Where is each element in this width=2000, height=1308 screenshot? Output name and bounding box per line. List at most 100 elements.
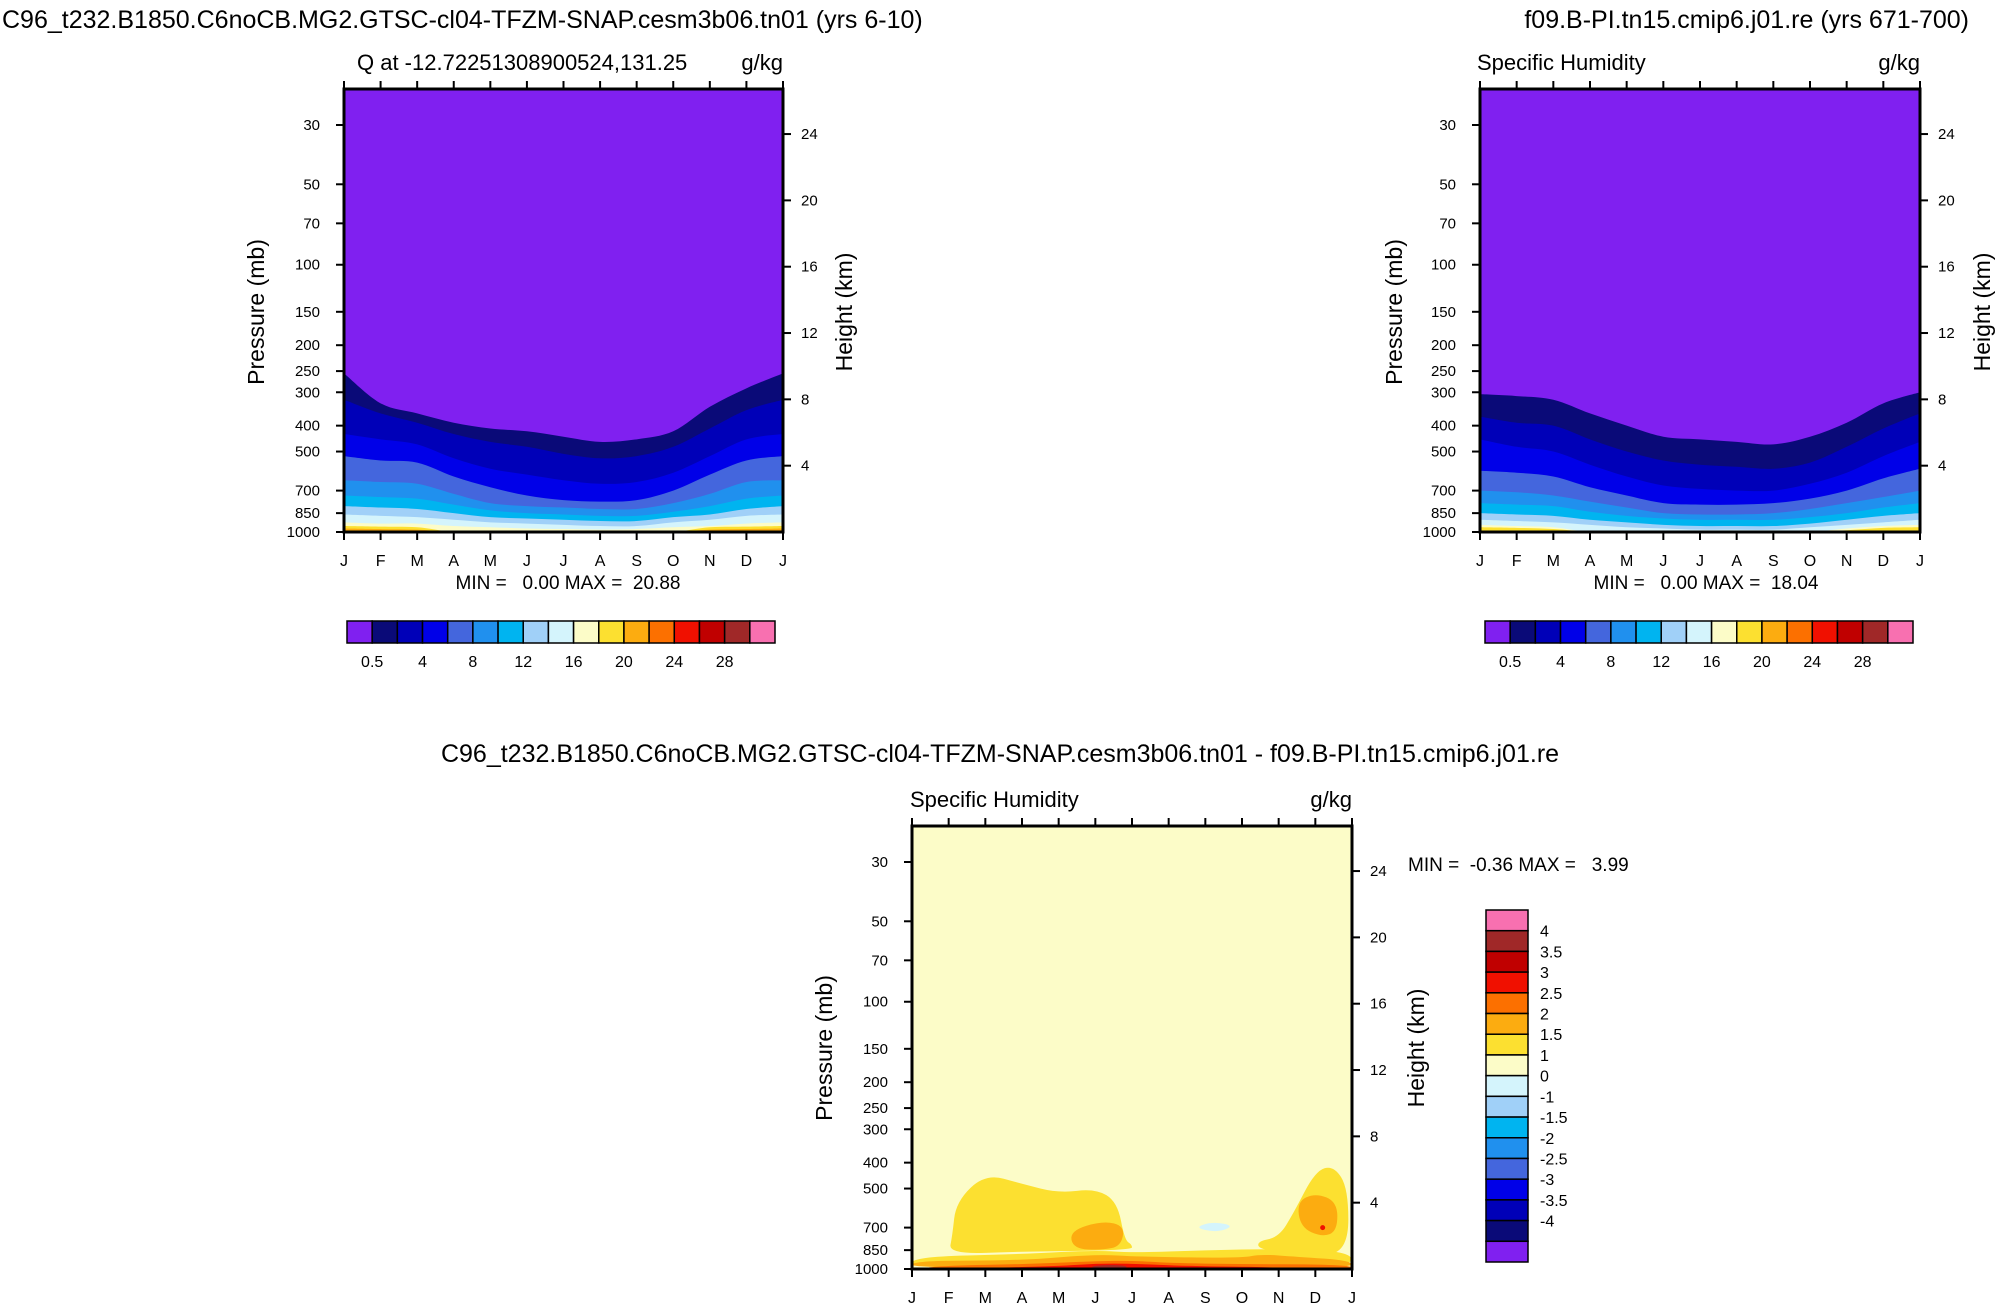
- y2-tick-label: 12: [801, 325, 818, 342]
- colorbar-box: [1485, 1074, 1529, 1098]
- colorbar-box: [598, 620, 625, 644]
- y2-axis-label: Height (km): [1403, 989, 1429, 1108]
- colorbar-box: [1485, 1033, 1529, 1056]
- y-tick-label: 150: [1431, 304, 1456, 321]
- contour-fills: [912, 826, 1352, 1269]
- y2-tick-label: 24: [1370, 863, 1387, 880]
- colorbar-box: [1887, 620, 1914, 644]
- x-tick-label: A: [595, 553, 606, 570]
- colorbar-box: [396, 620, 424, 644]
- x-tick-label: M: [484, 553, 497, 570]
- y-tick-label: 200: [863, 1074, 888, 1091]
- x-tick-label: J: [779, 553, 787, 570]
- colorbar-box: [623, 620, 650, 644]
- y-tick-label: 1000: [287, 524, 320, 541]
- panel-title: Specific Humidity: [910, 787, 1079, 812]
- x-tick-label: D: [1878, 553, 1890, 570]
- colorbar-box: [1484, 620, 1511, 644]
- colorbar-box: [1485, 1054, 1529, 1077]
- chart-panel-difference: J F M A M J J A S O N D J305070100150200250300400500…: [811, 787, 1629, 1307]
- colorbar-box: [1485, 1137, 1529, 1160]
- x-tick-label: J: [1128, 1290, 1136, 1307]
- units-label: g/kg: [741, 50, 783, 75]
- x-tick-label: O: [667, 553, 679, 570]
- colorbar-box: [1685, 620, 1713, 644]
- chart-panel-control-q: J F M A M J J A S O N D J 30 50 70 100 150 200 250 300 400 500…: [1381, 50, 1995, 671]
- colorbar-box: [749, 620, 776, 644]
- colorbar-label: 0: [1540, 1069, 1549, 1086]
- colorbar-label: 0.5: [361, 654, 383, 671]
- colorbar-box: [446, 620, 474, 644]
- colorbar-box: [1485, 1199, 1529, 1222]
- min-max-stats: MIN = 0.00 MAX = 18.04: [1594, 573, 1819, 594]
- y2-tick-label: 20: [1370, 929, 1387, 946]
- y-tick-label: 50: [303, 176, 320, 193]
- y2-tick-label: 8: [1938, 391, 1946, 408]
- y-tick-label: 850: [295, 505, 320, 522]
- colorbar-box: [1584, 620, 1612, 644]
- x-tick-label: J: [1348, 1290, 1356, 1307]
- y-tick-label: 850: [1431, 505, 1456, 522]
- y-axis-label: Pressure (mb): [811, 975, 837, 1121]
- x-tick-label: O: [1804, 553, 1816, 570]
- colorbar-label: 20: [1753, 654, 1771, 671]
- panel-title: Q at -12.72251308900524,131.25: [357, 50, 687, 75]
- y2-tick-label: 24: [801, 126, 818, 143]
- x-tick-label: S: [1768, 553, 1779, 570]
- y-tick-label: 30: [303, 117, 320, 134]
- colorbar-box: [1635, 620, 1662, 644]
- contour-band-9: [344, 522, 783, 532]
- y-tick-label: 100: [863, 994, 888, 1011]
- x-tick-label: J: [1916, 553, 1924, 570]
- y2-axis-label: Height (km): [831, 253, 857, 372]
- chart-panel-model-q: J F M A M J J A S O N D J 30 50 70 100 150 200 250 300 400 500…: [243, 50, 857, 671]
- colorbar-box: [1485, 1240, 1529, 1263]
- panel-title: Specific Humidity: [1477, 50, 1646, 75]
- colorbar: 4 3.5 3 2.5 2 1.5 1 0 -1 -1.5 -2 -2.5 -3 -3.5 -4: [1485, 909, 1568, 1263]
- contour-band-2.5-to-3: [1320, 1225, 1326, 1231]
- colorbar-label: 28: [716, 654, 734, 671]
- axis-ticks: J F M A M J J A S O N D J 30 50 70 100 150 200 250 300 400 500…: [287, 81, 818, 570]
- y2-tick-label: 8: [1370, 1128, 1378, 1145]
- colorbar-label: 2: [1540, 1007, 1549, 1024]
- y2-tick-label: 4: [1370, 1195, 1378, 1212]
- y-tick-label: 1000: [855, 1261, 888, 1278]
- colorbar-box: [547, 620, 575, 644]
- y-tick-label: 300: [863, 1121, 888, 1138]
- contour-band-1.5-to-2: [1071, 1222, 1124, 1250]
- colorbar-box: [1736, 620, 1763, 644]
- colorbar-box: [572, 620, 600, 644]
- y2-tick-label: 8: [801, 391, 809, 408]
- colorbar-label: 2.5: [1540, 986, 1562, 1003]
- top-left-title: C96_t232.B1850.C6noCB.MG2.GTSC-cl04-TFZM…: [2, 6, 923, 34]
- y-tick-label: 50: [871, 913, 888, 930]
- x-tick-label: D: [1310, 1290, 1322, 1307]
- colorbar-box: [698, 620, 726, 644]
- colorbar-box: [1485, 950, 1529, 973]
- x-tick-label: J: [1476, 553, 1484, 570]
- min-max-stats: MIN = -0.36 MAX = 3.99: [1408, 855, 1629, 876]
- colorbar-box: [497, 620, 524, 644]
- colorbar-box: [1485, 909, 1529, 932]
- colorbar-box: [1485, 992, 1529, 1015]
- units-label: g/kg: [1310, 787, 1352, 812]
- axis-ticks: J F M A M J J A S O N D J 30 50 70 100 150 200 250 300 400 500…: [855, 818, 1387, 1307]
- colorbar-box: [1836, 620, 1864, 644]
- colorbar-box: [1534, 620, 1562, 644]
- x-tick-label: M: [979, 1290, 992, 1307]
- colorbar-box: [1861, 620, 1889, 644]
- colorbar-box: [1610, 620, 1637, 644]
- x-tick-label: O: [1236, 1290, 1248, 1307]
- y2-tick-label: 4: [1938, 458, 1946, 475]
- colorbar-label: 8: [1606, 654, 1615, 671]
- colorbar-label: 24: [665, 654, 683, 671]
- colorbar: 0.5 4 8 12 16 20 24 28: [346, 620, 776, 671]
- y-tick-label: 70: [303, 215, 320, 232]
- colorbar-box: [1485, 1157, 1529, 1180]
- y-tick-label: 250: [863, 1100, 888, 1117]
- colorbar-box: [1485, 1095, 1529, 1118]
- x-tick-label: J: [908, 1290, 916, 1307]
- y-tick-label: 700: [863, 1220, 888, 1237]
- y-tick-label: 70: [871, 952, 888, 969]
- colorbar-box: [723, 620, 751, 644]
